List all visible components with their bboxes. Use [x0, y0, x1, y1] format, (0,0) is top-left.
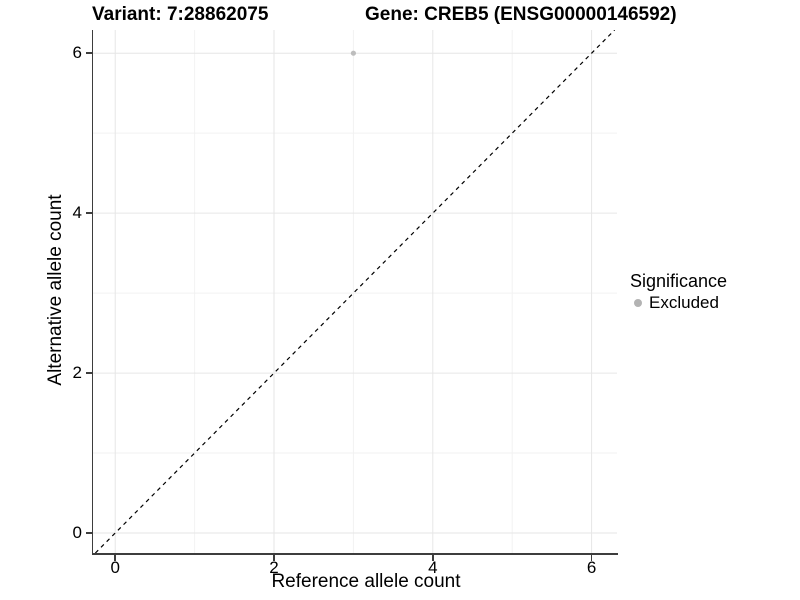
x-tick-label: 4 — [428, 557, 438, 577]
x-tick-mark — [114, 554, 116, 561]
x-tick-label: 0 — [110, 557, 120, 577]
x-tick-label: 6 — [586, 557, 597, 577]
plot-area-svg — [93, 30, 617, 553]
y-tick-mark — [85, 372, 92, 374]
legend-point-icon — [634, 299, 642, 307]
data-point — [350, 50, 357, 56]
legend-entry: Excluded — [630, 293, 727, 313]
legend-entry-label: Excluded — [649, 293, 719, 312]
identity-reference-line — [94, 30, 616, 553]
x-axis-title: Reference allele count — [271, 571, 461, 592]
y-tick-label: 2 — [72, 363, 82, 383]
x-axis-line — [91, 553, 618, 555]
x-tick-mark — [273, 554, 275, 561]
x-tick-mark — [432, 554, 434, 561]
y-tick-label: 4 — [72, 203, 82, 223]
y-axis-line — [91, 30, 93, 555]
y-tick-mark — [85, 532, 92, 534]
y-tick-label: 0 — [72, 523, 82, 542]
plot-panel — [93, 30, 617, 553]
y-tick-label: 6 — [72, 43, 82, 63]
legend-title: Significance — [630, 271, 728, 291]
y-axis-title: Alternative allele count — [45, 194, 66, 386]
y-tick-mark — [85, 52, 92, 54]
plot-title-variant: Variant: 7:28862075 — [92, 4, 269, 25]
legend: Significance Excluded — [630, 270, 727, 313]
x-tick-label: 2 — [269, 557, 279, 577]
plot-title-gene: Gene: CREB5 (ENSG00000146592) — [365, 4, 677, 25]
y-axis-ticks: 0 2 4 6 — [0, 30, 92, 555]
y-tick-mark — [85, 212, 92, 214]
x-axis-ticks: 0 2 4 6 — [93, 554, 617, 589]
x-tick-mark — [590, 554, 593, 561]
